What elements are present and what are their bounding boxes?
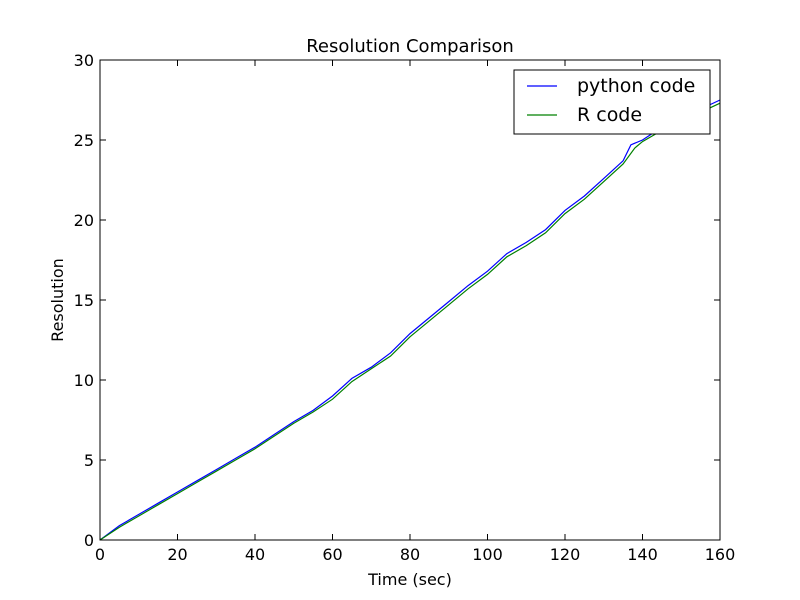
y-tick-label-4: 20 [74,211,94,230]
x-tick-label-6: 120 [550,545,581,564]
x-axis-label: Time (sec) [367,570,452,589]
x-tick-label-3: 60 [322,545,342,564]
plot-area [99,99,721,541]
y-tick-label-6: 30 [74,51,94,70]
x-tick-label-2: 40 [245,545,265,564]
series-line-r-code [99,102,721,541]
x-tick-label-4: 80 [400,545,420,564]
y-tick-label-1: 5 [84,451,94,470]
y-tick-label-2: 10 [74,371,94,390]
x-tick-label-7: 140 [627,545,658,564]
legend-label-python-code: python code [577,75,695,97]
x-tick-label-1: 20 [167,545,187,564]
legend-box [513,69,711,135]
x-tick-label-5: 100 [472,545,503,564]
chart-title: Resolution Comparison [306,36,514,57]
axis-ticks: 0 20 40 60 80 100 120 140 160 0 5 10 15 20 25 30 [74,51,736,564]
y-axis-label: Resolution [48,258,67,342]
legend-label-r-code: R code [577,104,642,126]
series-line-python-code [99,99,721,541]
legend: python code R code [513,69,711,135]
y-tick-label-0: 0 [84,531,94,550]
x-tick-label-8: 160 [705,545,736,564]
y-tick-label-3: 15 [74,291,94,310]
x-tick-label-0: 0 [95,545,105,564]
y-tick-label-5: 25 [74,131,94,150]
